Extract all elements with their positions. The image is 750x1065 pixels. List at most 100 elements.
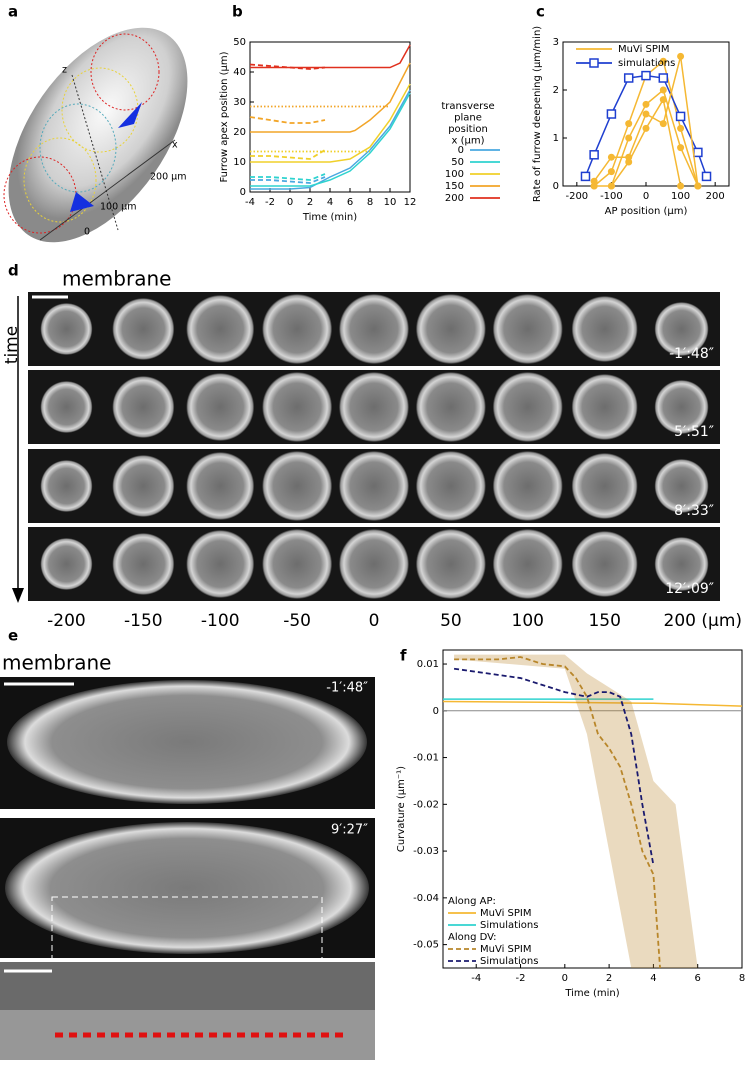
legend-title: position [448, 124, 488, 135]
embryo-section [415, 451, 486, 521]
x-tick-label: 6 [695, 973, 701, 984]
legend-title: transverse [441, 101, 494, 112]
embryo-section [415, 294, 486, 364]
marker [659, 57, 667, 65]
legend-label: 0 [458, 145, 464, 156]
legend-label: Simulations [480, 920, 538, 931]
marker [693, 147, 703, 158]
marker [607, 182, 615, 190]
timestamp: -1′:48″ [669, 346, 714, 362]
embryo-section [571, 296, 638, 362]
x-tick-label: -200 [565, 191, 588, 202]
marker [677, 52, 685, 60]
embryo-section [571, 531, 638, 597]
marker [694, 182, 702, 190]
y-tick-label: -0.01 [413, 753, 439, 764]
legend-header: Along AP: [448, 896, 496, 907]
embryo-section [571, 453, 638, 519]
arrowhead [70, 102, 142, 212]
embryo-section [654, 302, 709, 356]
embryo-section [654, 537, 709, 591]
series-line [250, 83, 411, 163]
x-tick-label: 200 [706, 191, 725, 202]
x-tick-label: 0 [287, 197, 293, 208]
legend-label: Simulations [480, 956, 538, 967]
timestamp: 12′:09″ [665, 581, 714, 597]
legend-label: 150 [445, 181, 464, 192]
position-label: 50 [440, 611, 462, 631]
y-tick-label: 10 [233, 157, 246, 168]
series-line [250, 44, 411, 69]
x-tick-label: 4 [650, 973, 656, 984]
y-tick-label: 30 [233, 97, 246, 108]
marker [606, 109, 617, 119]
scale-label: 0 [84, 227, 90, 238]
position-label: 0 [369, 611, 380, 631]
series-line [454, 656, 661, 969]
marker [607, 153, 615, 161]
x-tick-label: 8 [367, 197, 373, 208]
marker [625, 153, 633, 161]
legend-title: x (µm) [451, 136, 484, 147]
plot-frame [249, 41, 411, 193]
embryo-section [262, 294, 333, 364]
marker [590, 177, 598, 185]
marker [625, 158, 633, 166]
axis-label: x [172, 140, 178, 151]
plane-ring [23, 137, 97, 223]
marker [677, 124, 685, 132]
x-tick-label: 2 [307, 197, 313, 208]
y-tick-label: 20 [233, 127, 246, 138]
y-tick-label: -0.03 [413, 846, 439, 857]
embryo-section [339, 372, 409, 442]
embryo-section [654, 459, 709, 513]
panel-a: z x 200 µm 100 µm 0 [3, 27, 188, 243]
marker [659, 96, 667, 104]
position-label: -200 [47, 611, 86, 631]
panel-e: membrane -1′:48″ 9′:27″ [0, 651, 375, 1060]
legend-title: plane [454, 113, 482, 124]
y-tick-label: 40 [233, 67, 246, 78]
marker [589, 150, 599, 160]
x-axis-label: Time (min) [564, 988, 619, 999]
embryo [5, 822, 369, 954]
marker [659, 86, 667, 94]
embryo-section [112, 533, 175, 595]
y-tick-label: -0.05 [413, 940, 439, 951]
series-line [250, 176, 326, 184]
marker [625, 120, 633, 128]
x-tick-label: 0 [562, 973, 568, 984]
embryo-section [339, 451, 409, 521]
panel-label: b [232, 3, 243, 21]
y-axis-label: Furrow apex position (µm) [219, 51, 230, 182]
y-tick-label: -0.04 [413, 893, 439, 904]
series-line [249, 116, 326, 124]
y-tick-label: 0 [433, 706, 439, 717]
timestamp: 9′:27″ [331, 823, 368, 838]
embryo-section [186, 452, 255, 520]
panel-label: f [400, 647, 407, 665]
x-tick-label: 6 [347, 197, 353, 208]
panel-label: e [8, 627, 18, 645]
embryo-section [415, 529, 486, 599]
marker [625, 134, 633, 142]
marker [658, 73, 669, 83]
embryo-section [492, 529, 563, 599]
panel-label: a [8, 3, 18, 21]
embryo-section [40, 381, 93, 433]
legend-label: MuVi SPIM [480, 944, 532, 955]
embryo-section [492, 372, 563, 442]
x-tick-label: 10 [384, 197, 397, 208]
legend-label: 200 [445, 193, 464, 204]
embryo-section [492, 294, 563, 364]
y-axis-label: Curvature (µm⁻¹) [396, 766, 407, 852]
position-label: 200 (µm) [664, 611, 743, 631]
y-axis-label: Rate of furrow deepening (µm/min) [532, 26, 543, 202]
x-axis [39, 139, 176, 241]
legend-header: Along DV: [448, 932, 497, 943]
x-tick-label: -2 [516, 973, 526, 984]
y-tick-label: -0.02 [413, 799, 439, 810]
y-tick-label: 0.01 [417, 659, 439, 670]
